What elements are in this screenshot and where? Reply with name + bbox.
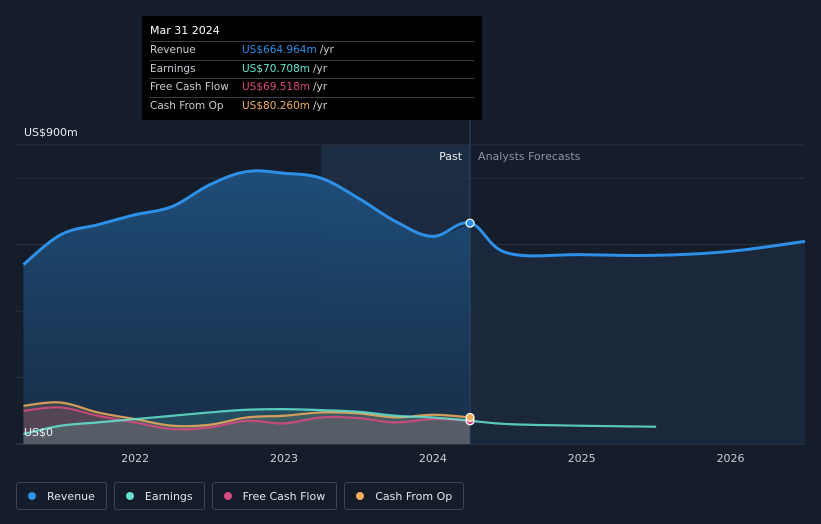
legend-item-revenue[interactable]: Revenue bbox=[16, 482, 107, 510]
legend-label: Cash From Op bbox=[375, 489, 453, 503]
tooltip-value: US$664.964m bbox=[242, 44, 317, 56]
earnings-dot-icon bbox=[125, 492, 134, 500]
legend-label: Revenue bbox=[47, 489, 95, 503]
legend-label: Free Cash Flow bbox=[242, 489, 326, 503]
tooltip-unit: /yr bbox=[313, 62, 328, 75]
chart-area: US$900m US$0 Past Analysts Forecasts 2022 202… bbox=[16, 120, 806, 465]
tooltip-date: Mar 31 2024 bbox=[150, 24, 220, 37]
tooltip-label: Cash From Op bbox=[150, 99, 224, 112]
x-tick-label-2023: 2023 bbox=[270, 452, 298, 465]
tooltip-label: Earnings bbox=[150, 62, 196, 75]
tooltip-unit: /yr bbox=[313, 81, 328, 93]
series-line-earnings bbox=[23, 408, 657, 436]
series-line-cash-from-op bbox=[23, 401, 471, 428]
legend-item-cash-from-op[interactable]: Cash From Op bbox=[344, 482, 465, 510]
series-line-revenue bbox=[22, 169, 806, 266]
legend-item-free-cash-flow[interactable]: Free Cash Flow bbox=[211, 482, 338, 510]
tooltip-label: Free Cash Flow bbox=[150, 81, 229, 93]
tooltip: Mar 31 2024 Revenue US$664.964m /yr Earn… bbox=[142, 16, 482, 120]
legend-item-earnings[interactable]: Earnings bbox=[113, 482, 205, 510]
tooltip-value: US$69.518m bbox=[242, 81, 310, 93]
tooltip-value: US$70.708m bbox=[242, 62, 310, 75]
past-label: Past bbox=[439, 150, 463, 163]
x-tick-label-2024: 2024 bbox=[419, 452, 447, 465]
y-axis-bottom-label: US$0 bbox=[24, 426, 53, 439]
tooltip-unit: /yr bbox=[319, 44, 334, 56]
forecast-label: Analysts Forecasts bbox=[478, 150, 581, 163]
tooltip-row-free-cash-flow: Free Cash Flow US$69.518m /yr bbox=[150, 78, 474, 97]
tooltip-value: US$80.260m bbox=[242, 99, 310, 112]
revenue-past-area bbox=[23, 170, 471, 444]
highlight-point-revenue bbox=[465, 218, 475, 228]
series-line-free-cash-flow bbox=[23, 406, 471, 431]
y-axis-top-label: US$900m bbox=[24, 126, 78, 139]
tooltip-row-cash-from-op: Cash From Op US$80.260m /yr bbox=[150, 96, 474, 116]
tooltip-label: Revenue bbox=[150, 44, 196, 56]
tooltip-row-revenue: Revenue US$664.964m /yr bbox=[150, 41, 474, 60]
tooltip-unit: /yr bbox=[313, 99, 328, 112]
legend: Revenue Earnings Free Cash Flow Cash Fro… bbox=[16, 482, 465, 510]
x-tick-label-2025: 2025 bbox=[568, 452, 596, 465]
x-tick-label-2022: 2022 bbox=[121, 452, 149, 465]
x-tick-label-2026: 2026 bbox=[717, 452, 745, 465]
free-cash-flow-dot-icon bbox=[223, 492, 232, 500]
cash-from-op-dot-icon bbox=[356, 492, 365, 500]
legend-label: Earnings bbox=[144, 489, 193, 503]
revenue-dot-icon bbox=[28, 492, 36, 500]
tooltip-row-earnings: Earnings US$70.708m /yr bbox=[150, 59, 474, 79]
series-area-cash-from-op bbox=[23, 402, 471, 444]
highlight-point-cash-from-op bbox=[465, 412, 475, 423]
series-area-free-cash-flow bbox=[23, 407, 471, 444]
